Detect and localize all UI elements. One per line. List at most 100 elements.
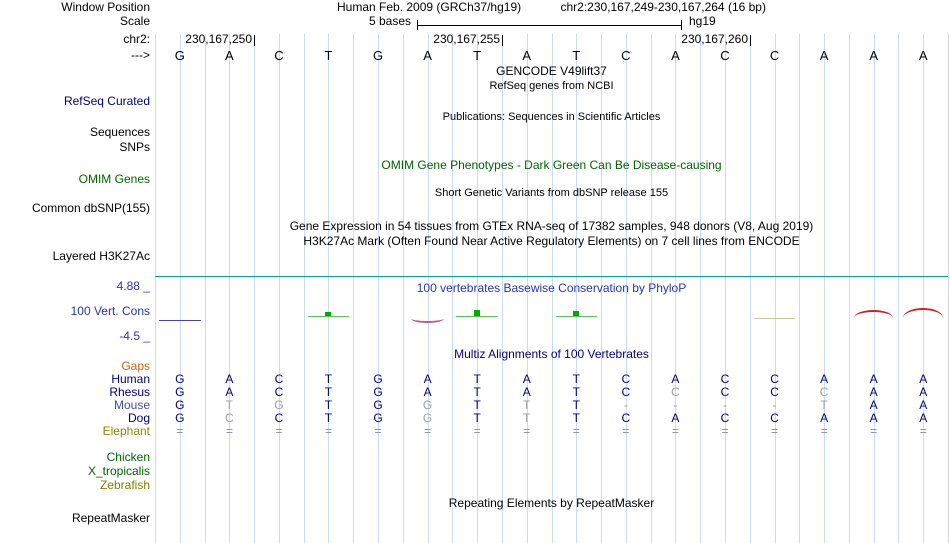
align-base: G (373, 398, 383, 412)
phylop-axis-min: -4.5 _ (119, 329, 150, 343)
align-base: C (621, 385, 631, 399)
align-base: A (820, 372, 829, 386)
align-base: A (423, 385, 432, 399)
track-title-omim[interactable]: OMIM Gene Phenotypes - Dark Green Can Be… (381, 158, 722, 172)
track-label-repeatmasker[interactable]: RepeatMasker (71, 511, 150, 525)
track-title-phylop[interactable]: 100 vertebrates Basewise Conservation by… (416, 281, 687, 295)
gridline (848, 34, 850, 543)
align-base: T (473, 398, 481, 412)
track-title-repeatmasker[interactable]: Repeating Elements by RepeatMasker (448, 496, 655, 510)
phylop-mark (307, 316, 350, 317)
gridline (576, 34, 578, 543)
phylop-mark (573, 311, 580, 316)
gridline (155, 34, 156, 543)
species-label-elephant[interactable]: Elephant (102, 424, 150, 438)
track-label-100-vert-cons[interactable]: 100 Vert. Cons (70, 304, 150, 318)
track-title-dbsnp[interactable]: Short Genetic Variants from dbSNP releas… (434, 187, 669, 199)
gridline (774, 34, 776, 543)
species-label-rhesus[interactable]: Rhesus (109, 385, 150, 399)
base-letter: A (522, 48, 532, 63)
ruler-label-2: 230,167,255 (433, 32, 500, 46)
base-letter: G (372, 48, 384, 63)
align-base: A (869, 385, 878, 399)
align-base: T (324, 385, 333, 399)
align-base: T (820, 398, 828, 412)
align-base: = (622, 424, 630, 438)
align-base: A (225, 385, 234, 399)
track-label-omim-genes[interactable]: OMIM Genes (78, 172, 150, 186)
align-base: = (225, 424, 233, 438)
label-window-position: Window Position (61, 0, 150, 14)
gridline (278, 34, 280, 543)
track-title-gtex[interactable]: Gene Expression in 54 tissues from GTEx … (289, 219, 814, 233)
align-base: A (869, 398, 878, 412)
track-title-h3k27ac[interactable]: H3K27Ac Mark (Often Found Near Active Re… (303, 234, 800, 248)
gridline (353, 34, 355, 543)
align-base: G (175, 372, 185, 386)
align-base: G (422, 398, 433, 412)
align-base: A (919, 385, 928, 399)
species-label-chicken[interactable]: Chicken (106, 450, 150, 464)
species-label-human[interactable]: Human (111, 372, 150, 386)
align-base: A (522, 372, 531, 386)
gridline (749, 34, 751, 543)
align-base: T (324, 398, 333, 412)
align-base: T (473, 372, 481, 386)
gridline (675, 34, 677, 543)
base-letter: C (769, 48, 780, 63)
align-base: - (673, 398, 678, 412)
species-label-x-tropicalis[interactable]: X_tropicalis (87, 464, 150, 478)
gridline (799, 34, 801, 543)
align-base: C (720, 372, 730, 386)
base-letter: T (324, 48, 333, 63)
align-base: C (274, 385, 284, 399)
track-title-publications[interactable]: Publications: Sequences in Scientific Ar… (442, 111, 661, 123)
scale-bar-label: 5 bases (368, 14, 411, 28)
track-title-gencode-sub[interactable]: RefSeq genes from NCBI (489, 80, 614, 92)
align-base: A (820, 411, 829, 425)
species-label-mouse[interactable]: Mouse (113, 398, 150, 412)
gridline (229, 34, 231, 543)
align-base: T (225, 398, 234, 412)
align-base: = (275, 424, 283, 438)
align-base: - (623, 398, 628, 412)
align-base: T (473, 385, 481, 399)
base-letter: T (572, 48, 581, 63)
gridline (254, 34, 256, 543)
align-base: T (572, 372, 580, 386)
track-label-layered-h3k27ac[interactable]: Layered H3K27Ac (52, 249, 150, 263)
base-letter: A (869, 48, 878, 63)
track-title-gencode[interactable]: GENCODE V49lift37 (496, 64, 607, 78)
track-label-common-dbsnp[interactable]: Common dbSNP(155) (31, 201, 150, 215)
align-base: G (175, 411, 185, 425)
align-base: T (572, 385, 580, 399)
ruler-tick-3 (750, 35, 751, 46)
gridline (378, 34, 380, 543)
ruler-label-3: 230,167,260 (681, 32, 748, 46)
align-base: G (373, 372, 383, 386)
gridline (551, 34, 553, 543)
track-title-multiz[interactable]: Multiz Alignments of 100 Vertebrates (454, 347, 649, 361)
gridline (824, 34, 826, 543)
phylop-mark (903, 308, 943, 318)
align-base: = (870, 424, 878, 438)
species-label-gaps[interactable]: Gaps (121, 359, 150, 373)
gridline (427, 34, 429, 543)
align-base: = (671, 424, 679, 438)
scale-bar-tick-left (417, 20, 418, 30)
track-label-refseq-curated[interactable]: RefSeq Curated (63, 94, 150, 108)
align-base: = (721, 424, 729, 438)
align-base: T (572, 411, 580, 425)
base-letter: C (720, 48, 730, 63)
species-label-dog[interactable]: Dog (127, 411, 150, 425)
align-base: G (373, 411, 383, 425)
align-base: T (473, 411, 481, 425)
window-position-text: chr2:230,167,249-230,167,264 (16 bp) (560, 0, 766, 14)
species-label-zebrafish[interactable]: Zebrafish (99, 478, 150, 492)
track-label-sequences[interactable]: Sequences (89, 125, 150, 139)
genome-version-text: Human Feb. 2009 (GRCh37/hg19) (337, 0, 522, 14)
align-base: A (671, 411, 680, 425)
align-base: = (176, 424, 184, 438)
align-base: G (274, 398, 284, 412)
track-label-snps[interactable]: SNPs (119, 140, 150, 154)
